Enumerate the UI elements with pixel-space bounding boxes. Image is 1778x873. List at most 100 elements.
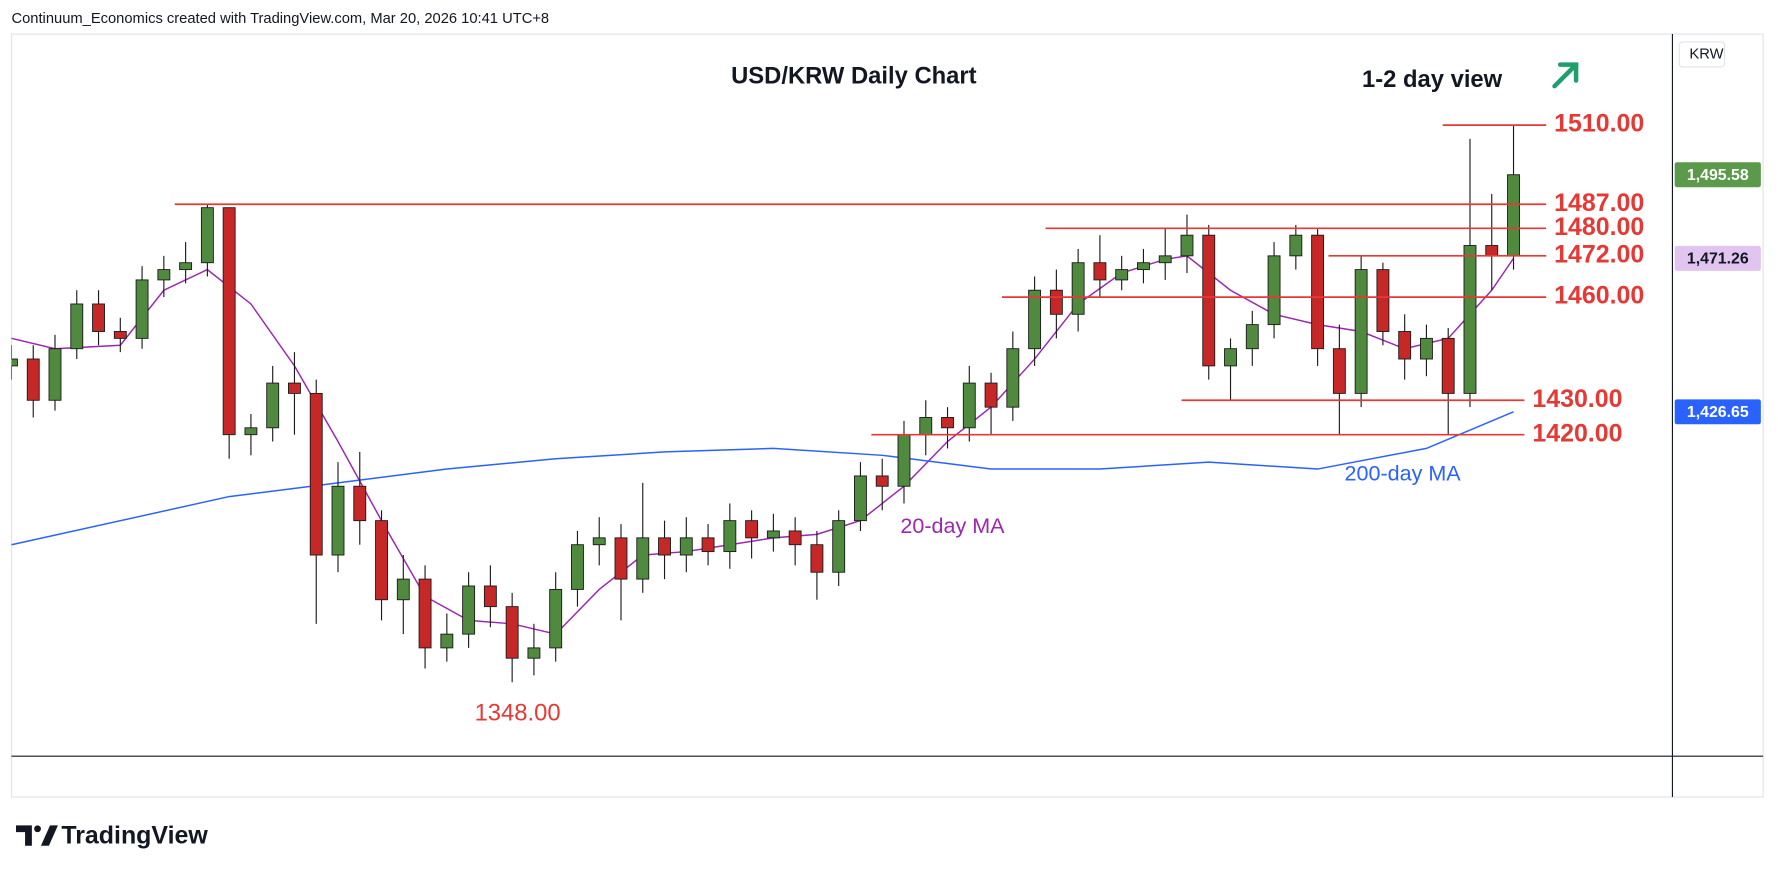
moving-average-name: 200-day MA xyxy=(1345,462,1462,486)
moving-average-line xyxy=(11,411,1514,546)
up-arrow-icon xyxy=(1552,62,1579,89)
candle-body xyxy=(200,207,214,264)
candle-body xyxy=(179,262,193,271)
candle-body xyxy=(897,434,911,487)
candle-body xyxy=(157,269,171,281)
candle-body xyxy=(766,530,780,539)
level-label: 1430.00 xyxy=(1532,385,1622,413)
candle-body xyxy=(1289,234,1303,257)
candle-body xyxy=(1006,348,1020,408)
price-tag-label: 1,471.26 xyxy=(1687,251,1749,268)
candle-body xyxy=(745,520,759,539)
currency-label: KRW xyxy=(1689,46,1723,62)
candle-body xyxy=(1115,269,1129,281)
candle-body xyxy=(679,537,693,556)
candle-body xyxy=(1441,337,1455,394)
currency-box xyxy=(1678,41,1726,68)
candle-body xyxy=(396,578,410,601)
candle-body xyxy=(723,520,737,553)
level-label: 1460.00 xyxy=(1554,282,1644,310)
brand-logo: TradingView xyxy=(16,821,208,849)
candle-body xyxy=(375,520,388,601)
candle-body xyxy=(1137,262,1150,271)
candle-body xyxy=(1071,262,1085,315)
candle-body xyxy=(1485,245,1499,257)
candle-body xyxy=(353,485,367,522)
candle-body xyxy=(1180,234,1194,257)
price-tag xyxy=(1674,245,1761,271)
candle-body xyxy=(309,392,323,556)
candle-body xyxy=(266,382,280,429)
moving-average-name: 20-day MA xyxy=(900,514,1005,538)
candle-body xyxy=(1028,289,1042,350)
candle-body xyxy=(244,427,258,436)
candle-body xyxy=(614,537,628,580)
candle-body xyxy=(984,382,998,408)
candle-body xyxy=(788,530,802,546)
candle-body xyxy=(832,520,846,573)
candle-body xyxy=(418,578,432,649)
price-tag-label: 1,495.58 xyxy=(1687,167,1749,184)
candle-body xyxy=(527,647,541,659)
candle-body xyxy=(636,537,650,580)
candle-body xyxy=(1420,337,1433,360)
candle-body xyxy=(1202,234,1216,367)
candle-body xyxy=(1507,174,1520,257)
candle-body xyxy=(70,303,84,350)
candle-body xyxy=(288,382,301,394)
candle-body xyxy=(875,475,889,487)
candle-body xyxy=(222,207,236,436)
candle-body xyxy=(549,588,563,649)
candle-body xyxy=(462,585,476,635)
candle-body xyxy=(919,417,933,436)
candle-body xyxy=(1311,234,1325,350)
level-label: 1510.00 xyxy=(1554,110,1644,138)
price-tag xyxy=(1674,399,1761,425)
low-label: 1348.00 xyxy=(475,699,561,726)
candle-body xyxy=(1398,331,1412,360)
candle-body xyxy=(1245,324,1259,350)
candle-body xyxy=(701,537,715,553)
candle-body xyxy=(1049,289,1063,315)
candle-body xyxy=(1158,255,1172,264)
frame xyxy=(10,33,1764,798)
candle-body xyxy=(483,585,497,608)
candle-body xyxy=(592,537,606,546)
candle-body xyxy=(26,358,40,401)
level-label: 1472.00 xyxy=(1554,240,1644,268)
candle-body xyxy=(440,633,454,649)
candle-body xyxy=(1376,269,1390,332)
view-label: 1-2 day view xyxy=(1362,66,1503,93)
candle-body xyxy=(854,475,867,522)
annotations: 20-day MA 200-day MA 1510.00 1487.001480.00… xyxy=(174,110,1644,726)
price-tag-label: 1,426.65 xyxy=(1687,404,1749,421)
candle-body xyxy=(941,417,954,429)
candle-body xyxy=(11,358,18,367)
candle-body xyxy=(135,279,149,339)
candle-body xyxy=(1267,255,1281,326)
plot xyxy=(11,125,1520,683)
candle-body xyxy=(1354,269,1368,394)
candle-body xyxy=(571,544,584,590)
level-label: 1480.00 xyxy=(1554,213,1644,241)
candle-body xyxy=(810,544,824,573)
candle-body xyxy=(962,382,976,429)
candle-body xyxy=(658,537,671,556)
level-label: 1487.00 xyxy=(1554,189,1644,217)
level-label: 1420.00 xyxy=(1532,419,1622,447)
brand-name: TradingView xyxy=(61,821,208,849)
candle-body xyxy=(1224,348,1237,367)
candle-body xyxy=(92,303,105,332)
price-tag xyxy=(1674,162,1761,188)
candle-body xyxy=(1332,348,1346,394)
header: Continuum_Economics created with Trading… xyxy=(11,11,549,27)
candle-body xyxy=(1093,262,1107,281)
chart-title: USD/KRW Daily Chart xyxy=(731,62,977,89)
candle-body xyxy=(113,331,127,339)
candle-body xyxy=(505,606,519,659)
candle-body xyxy=(331,485,345,556)
candle-body xyxy=(48,348,62,401)
